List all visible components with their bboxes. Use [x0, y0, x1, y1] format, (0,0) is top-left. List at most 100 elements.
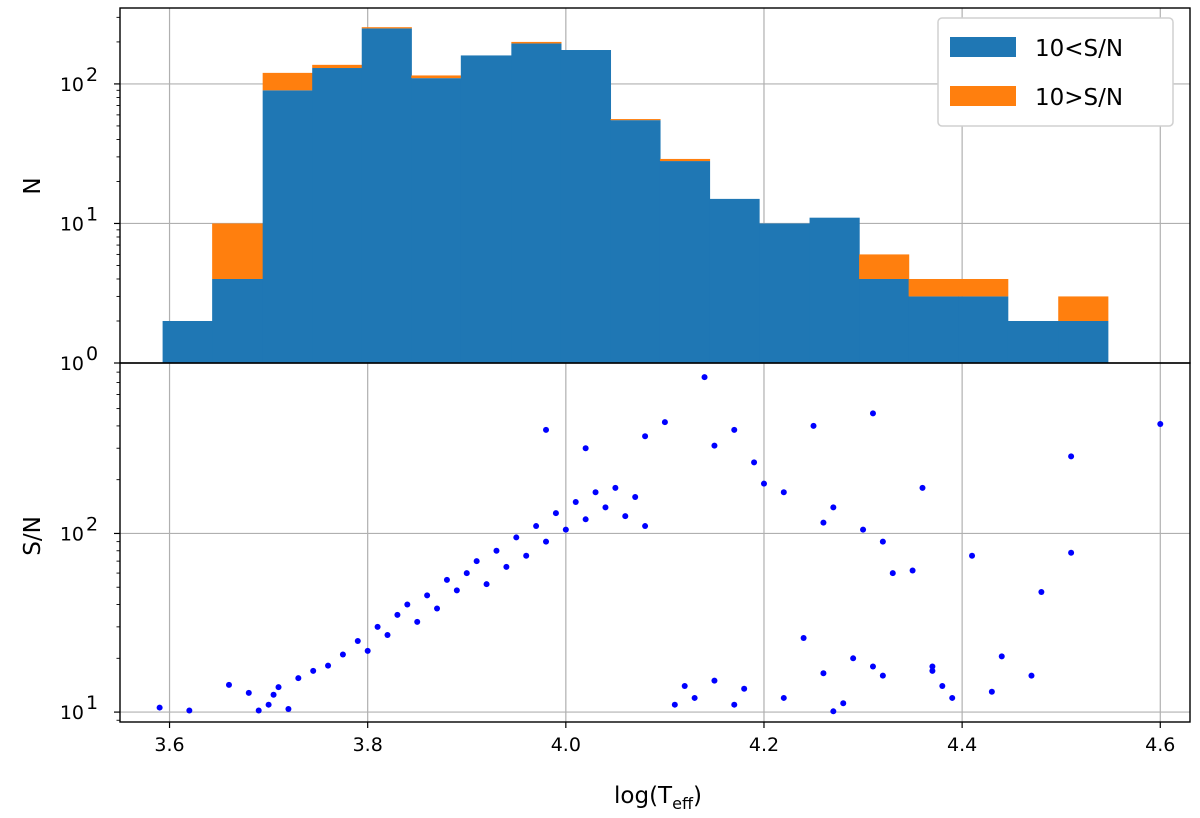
scatter-point-30: [523, 552, 530, 559]
hist-bar-series-1-bin-0: [162, 320, 213, 363]
scatter-point-39: [612, 484, 619, 491]
scatter-point-37: [592, 489, 599, 496]
hist-bar-series-1-bin-5: [411, 78, 462, 363]
scatter-point-81: [711, 677, 718, 684]
scatter-point-73: [929, 663, 936, 670]
scatter-point-58: [879, 538, 886, 545]
scatter-point-66: [998, 653, 1005, 660]
scatter-point-61: [919, 484, 926, 491]
scatter-point-21: [434, 605, 441, 612]
hist-bar-series-2-bin-15: [908, 278, 959, 297]
scatter-point-6: [270, 691, 277, 698]
bottom-y-tick-exponent-0: 1: [86, 692, 98, 714]
top-y-tick-label-0: 10: [60, 353, 84, 375]
scatter-point-26: [483, 581, 490, 588]
scatter-point-41: [632, 493, 639, 500]
scatter-point-4: [255, 707, 262, 714]
scatter-point-42: [642, 523, 649, 530]
hist-bar-series-1-bin-10: [659, 161, 711, 363]
legend-label-series-2: 10>S/N: [1035, 85, 1123, 111]
hist-bar-series-1-bin-3: [312, 68, 363, 364]
x-tick-label-1: 3.8: [353, 734, 383, 756]
scatter-point-79: [869, 663, 876, 670]
hist-bar-series-2-bin-1: [212, 223, 264, 279]
scatter-point-36: [582, 516, 589, 523]
scatter-point-38: [602, 504, 609, 511]
scatter-point-35: [572, 498, 579, 505]
scatter-point-29: [513, 534, 520, 541]
x-axis-title: log(Teff): [614, 783, 702, 813]
bottom-y-tick-label-1: 10: [60, 523, 84, 545]
hist-bar-series-2-bin-5: [411, 75, 462, 79]
hist-bar-series-2-bin-18: [1058, 296, 1109, 321]
scatter-point-7: [275, 684, 282, 691]
legend: 10<S/N 10>S/N: [937, 17, 1174, 127]
scatter-point-25: [473, 558, 480, 565]
scatter-point-16: [384, 632, 391, 639]
hist-bar-series-1-bin-9: [610, 120, 661, 363]
scatter-point-33: [552, 510, 559, 517]
scatter-point-80: [879, 672, 886, 679]
scatter-point-75: [820, 670, 827, 677]
scatter-point-71: [1157, 420, 1164, 427]
hist-bar-series-2-bin-7: [511, 41, 562, 44]
scatter-point-19: [414, 618, 421, 625]
top-y-tick-exponent-1: 1: [86, 203, 98, 225]
hist-bar-series-1-bin-17: [1007, 320, 1059, 363]
hist-bar-series-1-bin-12: [759, 223, 811, 363]
hist-bar-series-2-bin-16: [958, 278, 1009, 297]
top-y-tick-label-2: 10: [60, 74, 84, 96]
scatter-point-50: [751, 459, 758, 466]
scatter-point-74: [800, 634, 807, 641]
hist-bar-series-1-bin-6: [460, 55, 512, 363]
scatter-point-55: [830, 504, 837, 511]
scatter-point-17: [394, 611, 401, 618]
scatter-point-47: [701, 374, 708, 381]
top-panel-histogram: [162, 27, 1109, 364]
scatter-point-82: [691, 694, 698, 701]
bottom-y-tick-exponent-1: 2: [86, 513, 98, 535]
x-tick-label-2: 4.0: [551, 734, 581, 756]
scatter-point-85: [741, 685, 748, 692]
scatter-point-76: [840, 700, 847, 707]
scatter-point-31: [533, 523, 540, 530]
hist-bar-series-1-bin-2: [262, 90, 313, 363]
scatter-point-62: [929, 667, 936, 674]
scatter-point-15: [374, 623, 381, 630]
scatter-point-67: [1028, 672, 1035, 679]
x-tick-label-0: 3.6: [154, 734, 184, 756]
scatter-point-63: [939, 682, 946, 689]
bottom-axes-frame: [119, 362, 1191, 723]
scatter-point-57: [869, 410, 876, 417]
scatter-point-52: [780, 489, 787, 496]
scatter-point-84: [731, 701, 738, 708]
hist-bar-series-2-bin-2: [262, 72, 313, 91]
scatter-point-9: [295, 675, 302, 682]
hist-bar-series-1-bin-8: [560, 50, 612, 364]
scatter-point-48: [711, 442, 718, 449]
scatter-point-65: [988, 688, 995, 695]
scatter-point-51: [760, 480, 767, 487]
scatter-point-27: [493, 547, 500, 554]
scatter-point-40: [622, 513, 629, 520]
scatter-point-1: [186, 707, 193, 714]
scatter-point-69: [1068, 549, 1075, 556]
legend-swatch-series-2: [950, 86, 1016, 106]
x-axis-title-close: ): [693, 783, 702, 809]
scatter-point-11: [325, 662, 332, 669]
scatter-point-87: [681, 682, 688, 689]
axis-ticks: [114, 16, 1161, 728]
scatter-point-64: [969, 552, 976, 559]
top-y-tick-exponent-2: 2: [86, 64, 98, 86]
hist-bar-series-1-bin-11: [709, 198, 760, 363]
hist-bar-series-2-bin-3: [312, 64, 363, 69]
scatter-point-34: [562, 526, 569, 533]
scatter-point-83: [671, 701, 678, 708]
scatter-point-24: [463, 570, 470, 577]
hist-bar-series-2-bin-10: [659, 158, 711, 162]
axis-labels: 3.6 3.8 4.0 4.2 4.4 4.610 010 110 210 110 2: [60, 64, 1176, 756]
scatter-point-10: [310, 667, 317, 674]
scatter-point-32: [543, 538, 550, 545]
scatter-point-8: [285, 706, 292, 713]
scatter-point-23: [453, 587, 460, 594]
